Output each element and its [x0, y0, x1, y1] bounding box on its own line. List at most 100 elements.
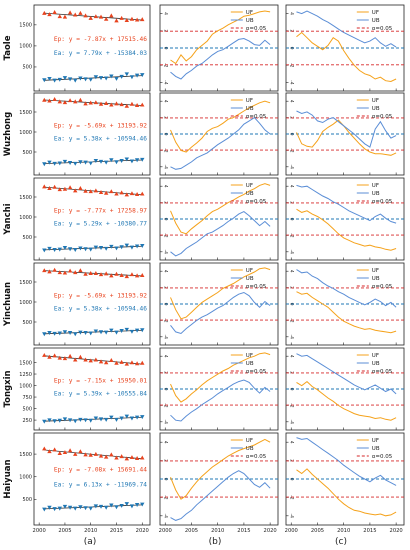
legend-label-uf-c-taole: UF	[372, 10, 379, 16]
data-point-ea-a-yanchi	[140, 244, 145, 248]
data-point-ea-a-yinchuan	[62, 330, 68, 335]
data-point-ea-a-yanchi	[62, 246, 68, 250]
series-line-ub-c-taole	[296, 10, 397, 48]
data-point-ea-a-taole	[119, 74, 124, 79]
equation-ep-a-tongxin: Ep: y = -7.15x + 15950.01	[54, 377, 147, 384]
data-point-ep-a-taole	[93, 14, 99, 19]
data-point-ep-a-yinchuan	[119, 273, 124, 277]
legend-label-ub-b-yinchuan: UB	[246, 276, 254, 282]
x-tick-label-b-haiyuan: 2005	[185, 528, 198, 534]
data-point-ea-a-tongxin	[114, 417, 119, 422]
series-line-uf-b-taole	[170, 10, 271, 65]
panel-frame-c-tongxin	[285, 347, 405, 431]
y-tick-label-a-taole: 500	[22, 65, 32, 71]
data-point-ep-a-tongxin	[73, 357, 78, 362]
data-point-ea-a-yanchi	[129, 245, 135, 250]
data-point-ep-a-yinchuan	[42, 268, 47, 273]
y-tick-label-a-tongxin: 1000	[19, 383, 32, 389]
data-point-ea-a-haiyuan	[88, 506, 93, 511]
data-point-ep-a-tongxin	[52, 353, 57, 358]
data-point-ep-a-taole	[109, 13, 114, 18]
data-point-ea-a-haiyuan	[67, 505, 73, 510]
data-point-ea-a-tongxin	[67, 418, 73, 423]
data-point-ep-a-taole	[134, 17, 140, 22]
x-tick-label-c-haiyuan: 2015	[363, 528, 376, 534]
data-point-ea-a-wuzhong	[124, 157, 129, 162]
data-point-ea-a-wuzhong	[73, 161, 78, 166]
legend-label-uf-c-yanchi: UF	[372, 183, 379, 189]
data-point-ep-a-tongxin	[42, 352, 47, 357]
series-line-uf-b-yinchuan	[170, 267, 271, 320]
y-tick-label-a-tongxin: 1250	[19, 372, 32, 378]
data-point-ea-a-haiyuan	[78, 505, 83, 510]
data-point-ep-a-yinchuan	[52, 267, 57, 272]
data-point-ep-a-yinchuan	[47, 269, 52, 274]
data-point-ep-a-tongxin	[124, 361, 129, 366]
data-point-ep-a-tongxin	[62, 356, 68, 361]
legend-label-ub-b-taole: UB	[246, 18, 254, 24]
data-point-ep-a-taole	[73, 12, 78, 17]
data-point-ep-a-yanchi	[42, 184, 47, 189]
data-point-ep-a-yinchuan	[88, 271, 93, 275]
data-point-ea-a-tongxin	[57, 418, 62, 423]
y-tick-label-c-yanchi: -4	[289, 250, 295, 255]
legend-label-uf-b-haiyuan: UF	[246, 438, 253, 444]
data-point-ea-a-yanchi	[73, 248, 78, 252]
data-point-ep-a-yanchi	[98, 190, 104, 194]
y-tick-label-c-yanchi: 4	[289, 185, 295, 188]
data-point-ea-a-wuzhong	[88, 161, 93, 166]
data-point-ea-a-yinchuan	[83, 331, 88, 335]
data-point-ep-a-haiyuan	[93, 451, 99, 456]
data-point-ep-a-wuzhong	[52, 97, 57, 101]
y-tick-label-a-tongxin: 250	[22, 418, 32, 424]
data-point-ep-a-taole	[88, 15, 93, 20]
y-tick-label-c-taole: 4	[289, 12, 295, 15]
data-point-ea-a-taole	[42, 78, 47, 83]
data-point-ep-a-yinchuan	[124, 274, 129, 279]
y-tick-label-b-haiyuan: -4	[163, 514, 169, 519]
equation-ep-a-haiyuan: Ep: y = -7.08x + 15691.44	[54, 467, 147, 474]
data-point-ep-a-yanchi	[114, 191, 119, 196]
data-point-ea-a-tongxin	[88, 418, 93, 423]
equation-ep-a-taole: Ep: y = -7.87x + 17515.46	[54, 36, 147, 43]
column-label-b: (b)	[209, 537, 222, 547]
data-point-ep-a-yinchuan	[140, 273, 145, 277]
data-point-ea-a-taole	[73, 78, 78, 83]
station-label-yinchuan: Yinchuan	[3, 282, 13, 327]
data-point-ea-a-haiyuan	[114, 505, 119, 510]
data-point-ea-a-yanchi	[119, 245, 124, 250]
data-point-ea-a-wuzhong	[140, 157, 145, 162]
data-point-ea-a-tongxin	[124, 414, 129, 419]
legend-label-alpha-b-taole: α=0.05	[246, 26, 267, 32]
series-line-ub-b-haiyuan	[170, 470, 271, 521]
data-point-ep-a-yinchuan	[57, 270, 62, 275]
data-point-ea-a-haiyuan	[98, 504, 104, 509]
data-point-ep-a-yanchi	[119, 190, 124, 195]
data-point-ep-a-wuzhong	[114, 101, 119, 106]
data-point-ea-a-haiyuan	[73, 506, 78, 511]
y-tick-label-c-haiyuan: 4	[289, 441, 295, 444]
x-tick-label-a-haiyuan: 2010	[84, 528, 97, 534]
data-point-ea-a-taole	[62, 76, 68, 81]
legend-label-ub-c-yinchuan: UB	[372, 276, 380, 282]
data-point-ep-a-tongxin	[57, 355, 62, 360]
data-point-ea-a-haiyuan	[124, 502, 129, 507]
data-point-ea-a-yinchuan	[93, 329, 99, 334]
data-point-ea-a-taole	[124, 72, 129, 77]
x-tick-label-a-haiyuan: 2015	[110, 528, 123, 534]
data-point-ea-a-haiyuan	[103, 505, 109, 510]
data-point-ea-a-yanchi	[83, 247, 88, 252]
data-point-ea-a-yinchuan	[78, 330, 83, 335]
legend-label-ub-c-wuzhong: UB	[372, 106, 380, 112]
data-point-ep-a-yanchi	[57, 187, 62, 192]
data-point-ea-a-wuzhong	[98, 159, 104, 164]
legend-label-uf-c-haiyuan: UF	[372, 438, 379, 444]
legend-label-ub-b-wuzhong: UB	[246, 106, 254, 112]
data-point-ep-a-tongxin	[98, 359, 104, 364]
x-tick-label-b-haiyuan: 2010	[211, 528, 224, 534]
y-tick-label-c-tongxin: -4	[289, 420, 295, 425]
data-point-ep-a-wuzhong	[98, 101, 104, 106]
data-point-ep-a-yanchi	[47, 186, 52, 190]
legend-label-uf-c-yinchuan: UF	[372, 268, 379, 274]
x-tick-label-b-haiyuan: 2015	[237, 528, 250, 534]
